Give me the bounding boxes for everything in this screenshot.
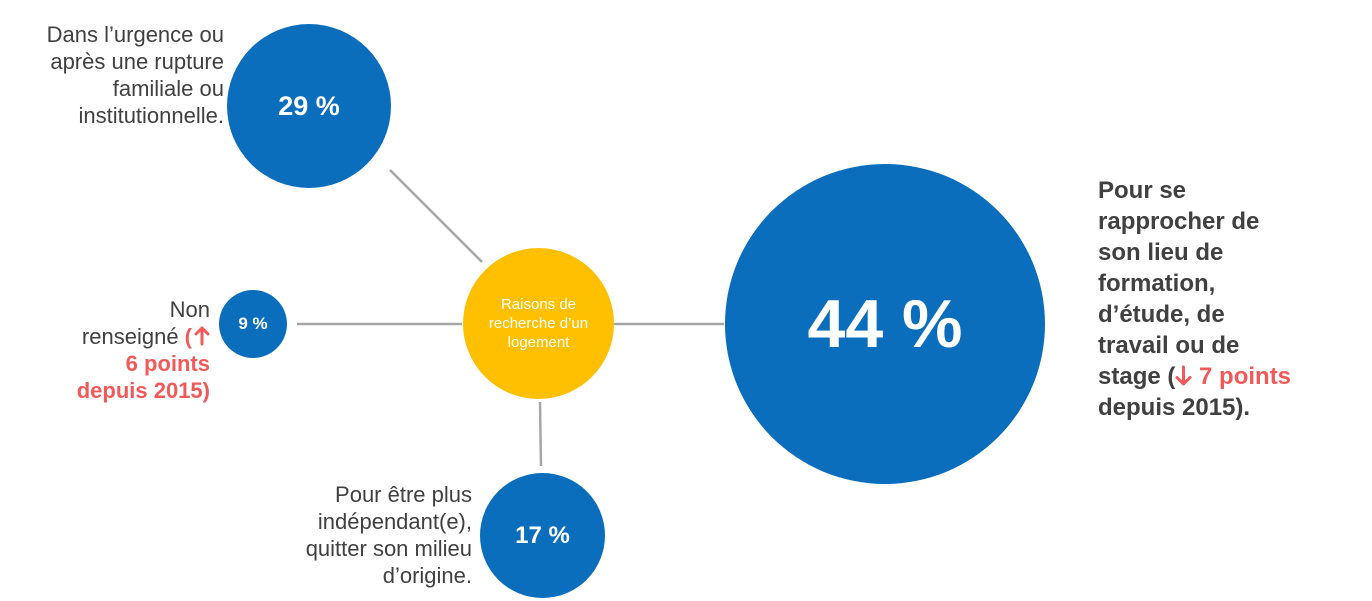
note-open-paren: (	[184, 324, 192, 349]
label-independant-line-4: d’origine.	[382, 563, 472, 588]
connector-independant	[538, 401, 543, 467]
down-arrow-icon	[1175, 365, 1192, 386]
label-non-renseigne: Non renseigné ( 6 points depuis 2015)	[0, 296, 210, 404]
label-independant-line-3: quitter son milieu	[305, 536, 472, 561]
label-urgence-line-1: Dans l’urgence ou	[46, 22, 224, 47]
label-urgence-line-3: familiale ou	[112, 76, 224, 101]
label-non-renseigne-line-2: renseigné	[81, 324, 185, 349]
note-formation-line: depuis 2015).	[1098, 394, 1251, 421]
label-formation-line-3: son lieu de	[1098, 239, 1224, 266]
label-independant: Pour être plus indépendant(e), quitter s…	[240, 481, 472, 589]
label-urgence: Dans l’urgence ou après une rupture fami…	[0, 21, 224, 129]
label-formation-line-6: travail ou de	[1098, 332, 1240, 359]
value-independant: 17 %	[515, 521, 570, 549]
label-formation: Pour se rapprocher de son lieu de format…	[1098, 175, 1370, 423]
label-formation-line-7: stage (	[1098, 363, 1176, 390]
value-non-renseigne: 9 %	[238, 314, 268, 333]
note-non-renseigne-line-3: depuis 2015)	[76, 378, 210, 403]
hub-circle: Raisons de recherche d’un logement	[463, 248, 614, 399]
label-urgence-line-2: après une rupture	[50, 49, 224, 74]
bubble-urgence: 29 %	[227, 24, 391, 188]
up-arrow-icon	[194, 326, 210, 346]
bubble-formation: 44 %	[725, 164, 1045, 484]
label-formation-line-5: d’étude, de	[1098, 301, 1225, 328]
label-formation-line-1: Pour se	[1098, 177, 1187, 204]
label-independant-line-2: indépendant(e),	[317, 509, 472, 534]
note-formation-points: 7 points	[1192, 363, 1292, 390]
hub-line-1: Raisons de	[500, 296, 577, 313]
value-urgence: 29 %	[278, 90, 340, 121]
value-formation: 44 %	[807, 286, 963, 362]
label-urgence-line-4: institutionnelle.	[78, 103, 224, 128]
label-non-renseigne-line-1: Non	[169, 297, 210, 322]
bubble-non-renseigne: 9 %	[219, 290, 287, 358]
bubble-independant: 17 %	[480, 473, 605, 598]
label-independant-line-1: Pour être plus	[335, 482, 472, 507]
connector-urgence	[389, 169, 483, 263]
label-formation-line-4: formation,	[1098, 270, 1216, 297]
note-non-renseigne-line-2: 6 points	[125, 351, 210, 376]
hub-line-2: recherche d’un	[488, 315, 589, 332]
hub-line-3: logement	[507, 334, 570, 351]
label-formation-line-2: rapprocher de	[1098, 208, 1260, 235]
